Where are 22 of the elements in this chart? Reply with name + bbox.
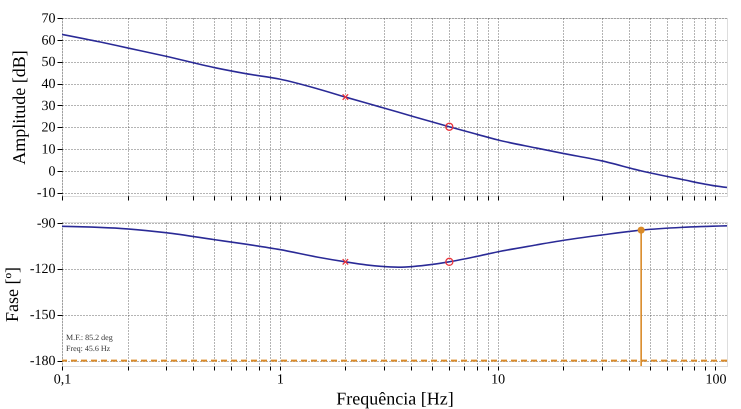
y-tick-label: -90: [36, 216, 56, 232]
y-tick-label: -120: [30, 262, 56, 278]
y-tick-label: -180: [30, 354, 56, 370]
y-tick-label: 50: [42, 55, 56, 70]
y-axis-title: Fase [º]: [2, 266, 22, 322]
y-tick-label: 30: [42, 98, 56, 114]
y-tick-label: 10: [42, 142, 56, 158]
y-tick-label: 20: [42, 120, 56, 136]
x-tick-label: 0,1: [54, 372, 72, 388]
y-tick-label: 70: [42, 12, 56, 26]
y-tick-label: -10: [36, 186, 56, 202]
y-tick-label: 0: [48, 164, 56, 180]
y-tick-label: 40: [42, 77, 56, 92]
y-axis-title: Amplitude [dB]: [8, 50, 29, 165]
annotation: M.F.: 85.2 deg: [66, 333, 113, 342]
y-tick-label: -150: [30, 308, 56, 324]
x-axis-title: Frequência [Hz]: [336, 388, 454, 408]
x-tick-label: 10: [491, 372, 506, 388]
x-tick-label: 100: [705, 372, 726, 388]
x-tick-label: 1: [276, 372, 284, 388]
y-tick-label: 60: [42, 33, 56, 48]
annotation: Freq: 45.6 Hz: [66, 344, 111, 353]
